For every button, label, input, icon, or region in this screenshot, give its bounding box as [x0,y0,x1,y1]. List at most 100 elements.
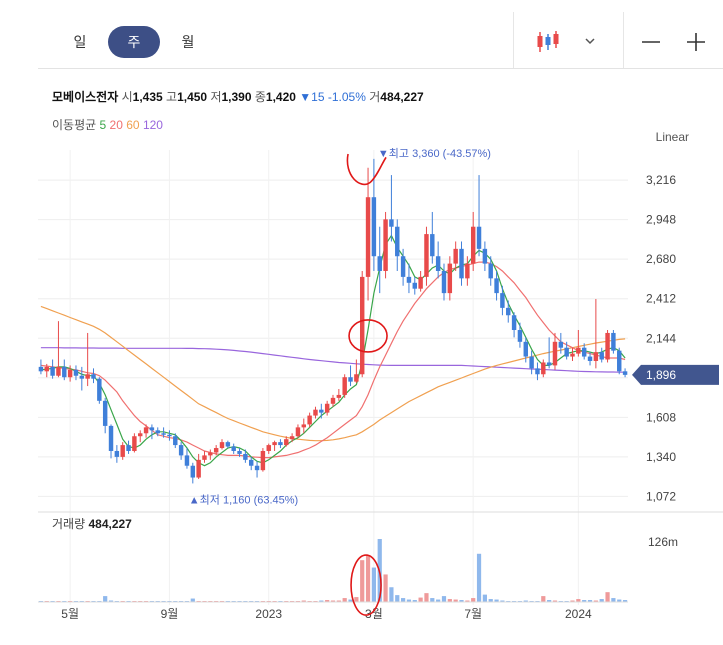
candle-body [266,445,271,451]
time-axis-label: 3월 [365,607,383,621]
scale-mode-selector[interactable]: Linear [655,130,689,144]
candle-body [546,362,552,366]
change-arrow-icon: ▼ [299,90,312,104]
candle-body [587,356,593,361]
candle-body [260,450,266,471]
candle-body [149,427,155,431]
candle-body [102,400,108,426]
price-axis-label: 2,144 [646,331,676,345]
high-label: 고 [166,90,178,104]
candle-body [535,368,540,375]
volume-bar [476,553,482,602]
volume-bar [576,599,581,602]
candle-body [453,248,458,264]
volume-bar [488,599,493,602]
candle-body [248,459,254,466]
volume-panel-label: 거래량 484,227 [52,517,132,531]
candle-body [73,369,79,376]
volume-bar [424,593,429,602]
volume-bar [465,600,470,602]
candle-body [143,427,149,434]
candle-body [552,341,558,366]
volume-bar [342,598,347,602]
ma-60-label[interactable]: 60 [126,118,140,132]
candle-body [581,347,587,357]
candle-body [599,352,604,360]
candle-body [243,453,248,460]
price-axis-label: 2,412 [646,292,676,306]
volume-bar [389,587,394,602]
candle-body [605,332,610,360]
candle-body [622,371,628,375]
candle-body [336,394,342,398]
plus-icon[interactable] [678,26,718,58]
ma-20-label[interactable]: 20 [109,118,123,132]
candle-body [383,219,388,271]
volume-bar [617,599,622,602]
candle-body [412,282,418,289]
close-label: 종 [254,90,266,104]
candle-body [494,278,499,294]
open-value: 1,435 [132,90,163,104]
minus-icon[interactable] [632,26,672,58]
low-label: 저 [210,90,222,104]
period-toolbar: 일 주 월 [38,12,723,69]
candle-body [611,332,616,351]
candle-body [108,425,114,451]
volume-bar [459,600,464,602]
candle-body [190,465,196,478]
volume-label: 거 [369,90,381,104]
high-value: 1,450 [177,90,208,104]
candle-body [319,409,324,413]
time-axis-label: 2024 [565,607,592,621]
volume-bar [605,592,610,602]
candle-body [284,439,289,446]
candle-body [79,375,85,379]
volume-value: 484,227 [380,90,424,104]
ma-5-label[interactable]: 5 [99,118,107,132]
low-price-annotation: ▲최저 1,160 (63.45%) [189,493,298,506]
volume-axis-label: 126m [648,535,678,549]
price-axis-label: 1,340 [646,450,676,464]
candle-body [85,374,90,379]
volume-bar [552,600,558,602]
candle-body [517,330,523,342]
ma-120-label[interactable]: 120 [142,118,163,132]
volume-bar [471,598,476,602]
tab-month[interactable]: 월 [181,34,195,50]
volume-bar [453,599,458,602]
high-price-annotation: ▼최고 3,360 (-43.57%) [378,147,491,160]
price-axis-label: 2,680 [646,252,676,266]
volume-bar [354,597,359,602]
candle-body [465,263,470,279]
candle-body [500,293,505,308]
volume-bar [541,596,546,602]
candle-body [178,445,184,456]
tab-week[interactable]: 주 [108,26,160,58]
chevron-down-icon[interactable] [578,26,602,58]
candle-body [377,256,382,271]
candlestick-icon[interactable] [528,26,568,58]
candle-body [44,366,49,372]
volume-bar [330,600,336,602]
candle-body [138,433,143,437]
volume-bar [190,598,195,602]
price-axis-label: 1,608 [646,410,676,424]
toolbar-divider [513,12,514,68]
price-axis-label: 1,072 [646,489,676,503]
candle-body [301,424,307,428]
volume-bar [360,560,365,602]
candle-body [324,403,330,413]
candle-body [173,436,178,446]
candle-body [161,433,166,435]
candle-body [447,263,453,294]
volume-bar [430,598,435,602]
volume-bar [482,594,487,602]
volume-bar [587,600,593,602]
moving-average-120-line [40,347,626,373]
tab-day[interactable]: 일 [73,34,87,50]
volume-bar [319,600,324,602]
volume-bar [406,599,412,602]
candle-body [231,446,236,451]
